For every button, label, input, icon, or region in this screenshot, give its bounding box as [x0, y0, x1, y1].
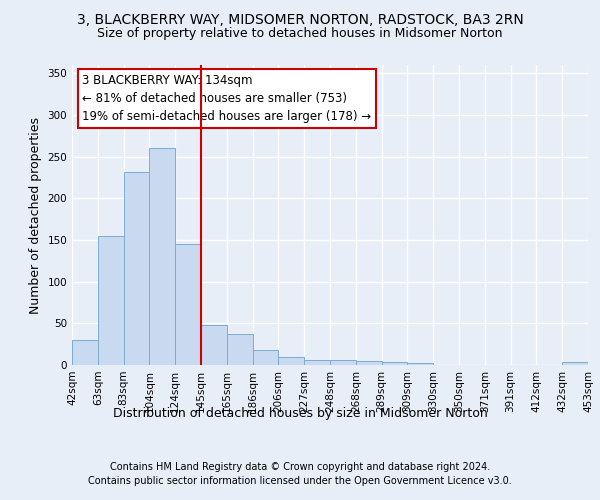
Bar — [330, 360, 356, 365]
Bar — [124, 172, 149, 365]
Bar — [227, 334, 253, 365]
Bar — [304, 360, 330, 365]
Bar — [562, 362, 588, 365]
Bar — [356, 361, 382, 365]
Bar — [72, 340, 98, 365]
Bar — [278, 356, 304, 365]
Text: 3, BLACKBERRY WAY, MIDSOMER NORTON, RADSTOCK, BA3 2RN: 3, BLACKBERRY WAY, MIDSOMER NORTON, RADS… — [77, 12, 523, 26]
Bar — [149, 148, 175, 365]
Bar — [98, 236, 124, 365]
Bar — [175, 244, 201, 365]
Text: Contains HM Land Registry data © Crown copyright and database right 2024.: Contains HM Land Registry data © Crown c… — [110, 462, 490, 472]
Bar — [407, 364, 433, 365]
Text: Contains public sector information licensed under the Open Government Licence v3: Contains public sector information licen… — [88, 476, 512, 486]
Text: 3 BLACKBERRY WAY: 134sqm
← 81% of detached houses are smaller (753)
19% of semi-: 3 BLACKBERRY WAY: 134sqm ← 81% of detach… — [82, 74, 371, 123]
Text: Distribution of detached houses by size in Midsomer Norton: Distribution of detached houses by size … — [113, 408, 487, 420]
Bar — [201, 325, 227, 365]
Bar — [382, 362, 407, 365]
Y-axis label: Number of detached properties: Number of detached properties — [29, 116, 42, 314]
Text: Size of property relative to detached houses in Midsomer Norton: Size of property relative to detached ho… — [97, 28, 503, 40]
Bar — [253, 350, 278, 365]
